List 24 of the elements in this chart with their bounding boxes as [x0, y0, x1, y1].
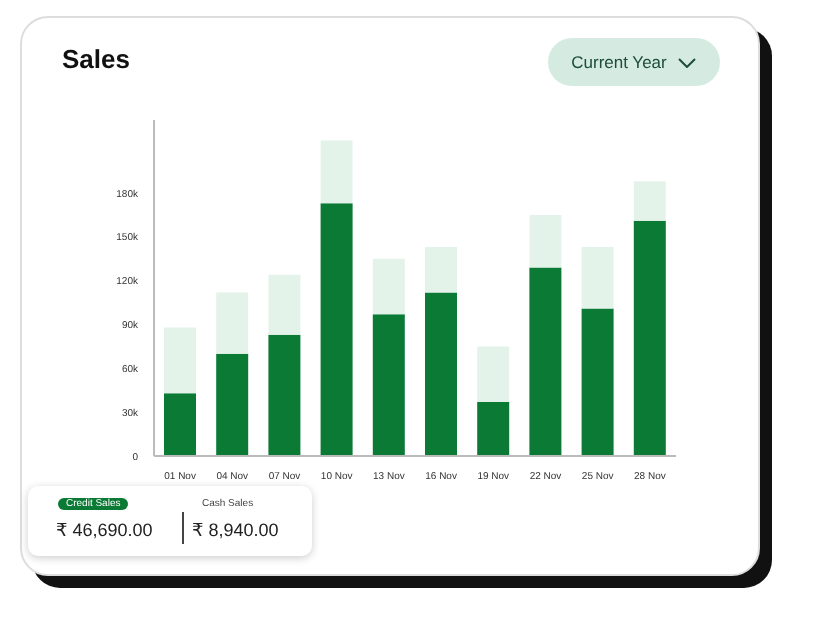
bar: [633, 220, 666, 456]
bar: [320, 203, 353, 456]
bar: [425, 247, 457, 293]
bar: [425, 292, 457, 456]
bar: [529, 214, 562, 268]
bar: [529, 267, 562, 456]
bar: [581, 308, 614, 456]
bar: [268, 334, 301, 456]
bar: [477, 346, 510, 402]
text: ₹ 46,690.00: [56, 520, 153, 542]
bar: [216, 292, 249, 354]
bar: [477, 401, 510, 456]
text: Current Year: [571, 52, 667, 72]
text: ₹ 8,940.00: [192, 520, 279, 542]
bar: [633, 181, 666, 221]
bar: [268, 274, 301, 335]
bar: [372, 314, 405, 456]
bar: [320, 140, 353, 204]
bar: [581, 247, 614, 309]
bar: [164, 327, 196, 394]
chart-title: Sales: [62, 44, 130, 74]
bar: [372, 258, 405, 315]
bar: [216, 353, 249, 456]
bar: [164, 393, 196, 456]
